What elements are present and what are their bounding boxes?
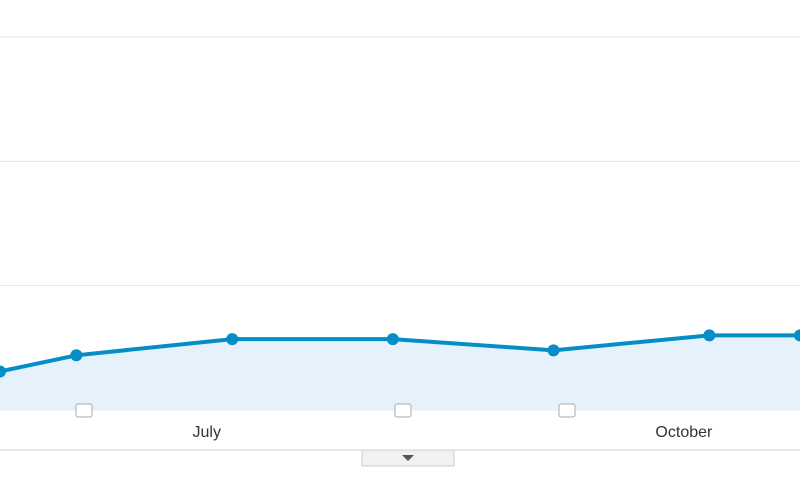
x-tick-label: July (193, 424, 221, 441)
expand-tab[interactable] (361, 449, 455, 467)
x-tick-label: October (655, 424, 713, 441)
point (226, 333, 239, 346)
point (0, 365, 6, 378)
area (0, 335, 800, 410)
annotation-markers[interactable] (75, 403, 576, 418)
point (794, 329, 800, 342)
point (547, 344, 560, 357)
annotation-icon[interactable] (558, 403, 576, 418)
expand-arrow (402, 455, 414, 461)
point (703, 329, 716, 342)
annotation-icon[interactable] (394, 403, 412, 418)
point (70, 349, 83, 362)
annotation-icon[interactable] (75, 403, 93, 418)
point (386, 333, 399, 346)
